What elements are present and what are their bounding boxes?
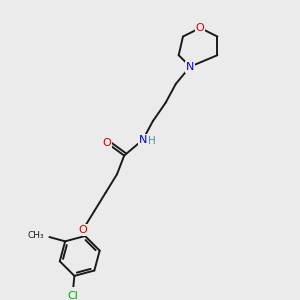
Text: CH₃: CH₃: [28, 231, 44, 240]
Text: O: O: [196, 23, 205, 33]
Text: O: O: [103, 138, 111, 148]
Text: N: N: [186, 62, 194, 72]
Text: H: H: [148, 136, 156, 146]
Text: N: N: [139, 135, 147, 145]
Text: O: O: [78, 225, 87, 235]
Text: Cl: Cl: [68, 291, 78, 300]
